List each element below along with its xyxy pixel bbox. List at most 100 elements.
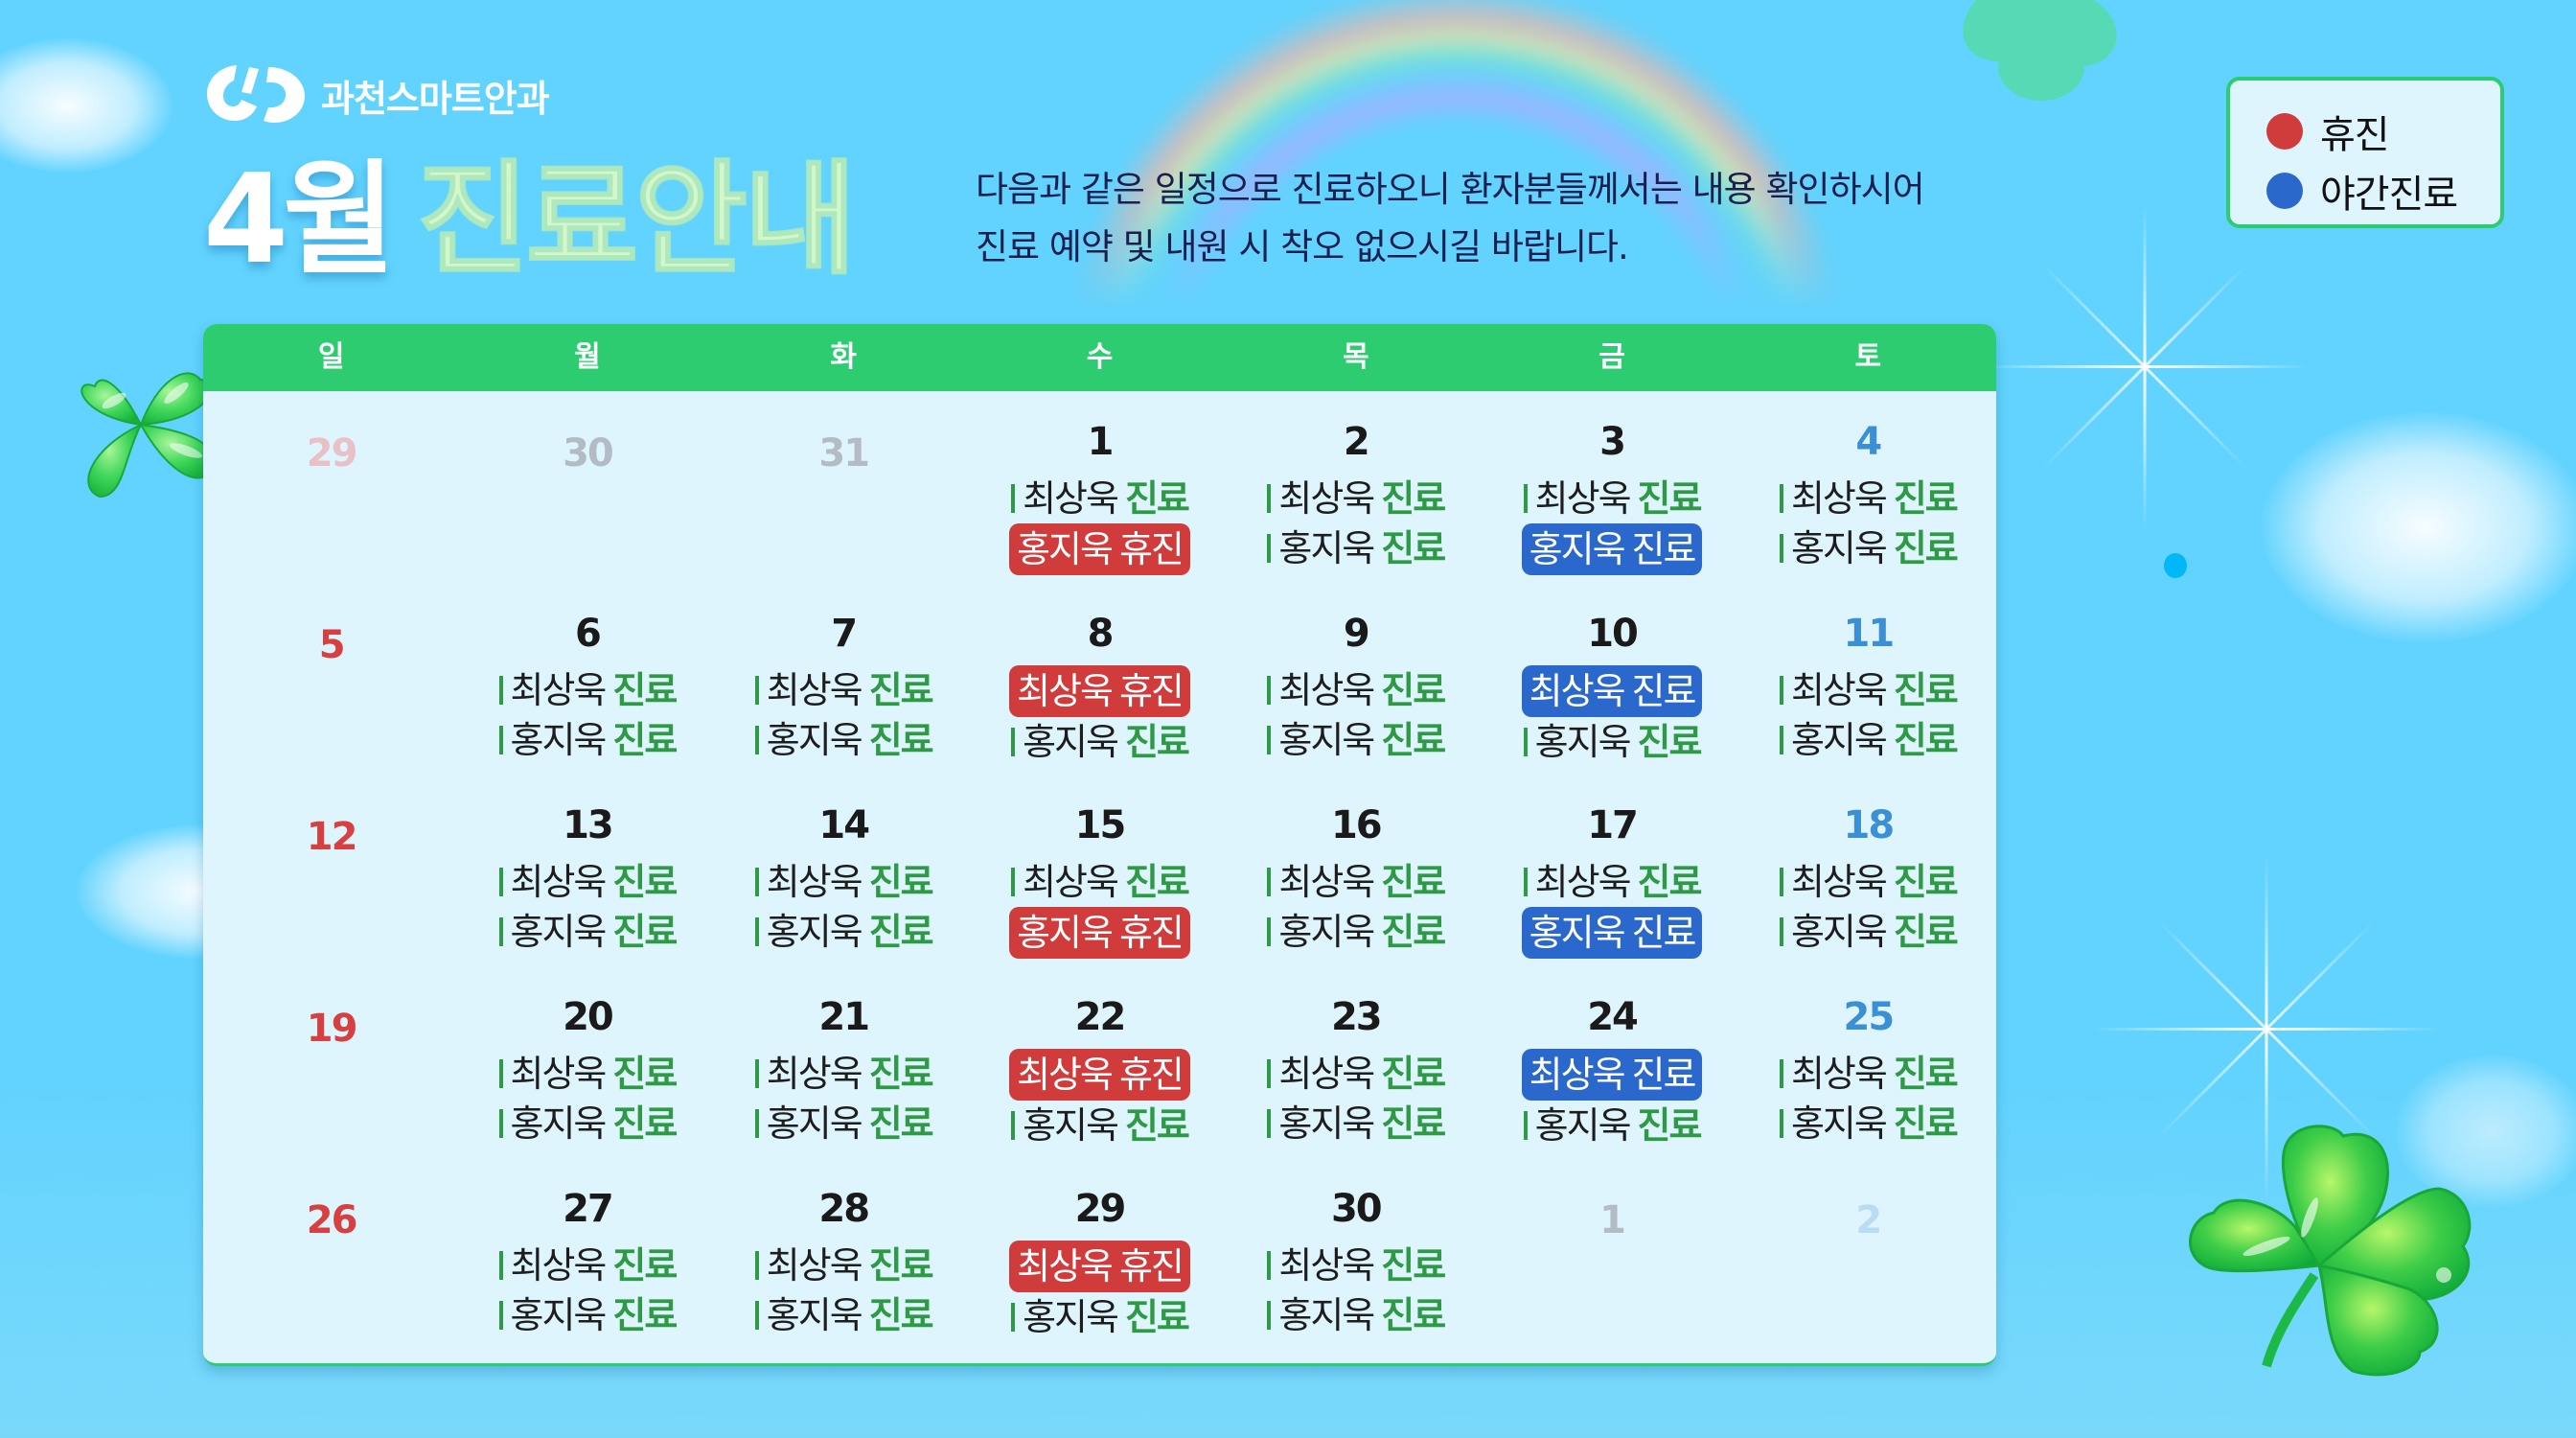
- schedule-list: 최상욱 진료 홍지욱 진료: [459, 1241, 715, 1340]
- schedule-status: 진료: [1631, 670, 1697, 712]
- schedule-entry: 홍지욱 진료: [498, 907, 678, 957]
- closed-badge: 최상욱 휴진: [1009, 1049, 1190, 1101]
- doctor-name: 홍지욱: [510, 911, 608, 953]
- weekday-thu: 목: [1342, 340, 1369, 374]
- schedule-entry: 홍지욱 진료: [1267, 907, 1446, 957]
- weekday-header: 일 월 화 수 목 금 토: [203, 324, 1996, 391]
- doctor-name: 홍지욱: [510, 1294, 608, 1336]
- schedule-list: 최상욱 진료 홍지욱 진료: [1228, 474, 1484, 573]
- schedule-list: 최상욱 진료 홍지욱 진료: [459, 1049, 715, 1148]
- doctor-name: 홍지욱: [766, 1102, 863, 1145]
- schedule-status: 진료: [1381, 527, 1446, 569]
- calendar-day-cell: 3 최상욱 진료 홍지욱 진료: [1484, 391, 1739, 583]
- schedule-status: 진료: [868, 669, 934, 711]
- day-number: 17: [1587, 803, 1639, 847]
- weekday-sat: 토: [1854, 340, 1882, 374]
- closed-badge: 홍지욱 휴진: [1009, 523, 1190, 575]
- notice-description: 다음과 같은 일정으로 진료하오니 환자분들께서는 내용 확인하시어 진료 예약…: [976, 161, 1925, 276]
- calendar-day-cell: 29 최상욱 휴진 홍지욱 진료: [972, 1158, 1228, 1350]
- schedule-entry: 홍지욱 진료: [1523, 717, 1703, 767]
- doctor-name: 홍지욱: [1278, 1102, 1375, 1145]
- schedule-entry: 홍지욱 진료: [1267, 1099, 1446, 1148]
- schedule-list: 최상욱 진료 홍지욱 진료: [1740, 1049, 1996, 1148]
- schedule-status: 진료: [868, 911, 934, 953]
- clinic-logo-icon: [207, 65, 305, 123]
- three-leaf-clover-icon: [2189, 1125, 2472, 1377]
- schedule-status: 진료: [1893, 1053, 1959, 1095]
- schedule-status: 진료: [612, 1244, 678, 1287]
- entry-bar-marker: [1267, 726, 1272, 754]
- entry-bar-marker: [1267, 917, 1272, 946]
- doctor-name: 홍지욱: [766, 1294, 863, 1336]
- doctor-name: 홍지욱: [766, 719, 863, 761]
- entry-bar-marker: [754, 1059, 759, 1088]
- schedule-status: 진료: [1637, 477, 1703, 520]
- schedule-status: 진료: [1893, 669, 1959, 711]
- doctor-name: 홍지욱: [766, 911, 863, 953]
- day-number: 23: [1330, 995, 1383, 1039]
- doctor-name: 홍지욱: [1017, 912, 1114, 954]
- title-month: 4월: [203, 148, 396, 291]
- schedule-entry: 홍지욱 진료: [1779, 1099, 1959, 1148]
- day-number: 1: [1599, 1198, 1626, 1242]
- schedule-status: 진료: [868, 1053, 934, 1095]
- schedule-entry: 최상욱 진료: [1523, 474, 1703, 523]
- schedule-status: 진료: [612, 861, 678, 903]
- schedule-status: 진료: [1893, 911, 1959, 953]
- schedule-status: 진료: [868, 861, 934, 903]
- doctor-name: 최상욱: [1017, 1245, 1114, 1287]
- doctor-name: 최상욱: [1534, 477, 1632, 520]
- schedule-entry: 홍지욱 진료: [754, 907, 934, 957]
- schedule-entry: 홍지욱 진료: [1011, 717, 1190, 767]
- entry-bar-marker: [498, 676, 503, 705]
- entry-bar-marker: [498, 1301, 503, 1330]
- entry-bar-marker: [1011, 1303, 1016, 1332]
- doctor-name: 최상욱: [1278, 861, 1375, 903]
- schedule-status: 진료: [1124, 1296, 1190, 1338]
- doctor-name: 홍지욱: [510, 1102, 608, 1145]
- calendar-day-cell: 24 최상욱 진료 홍지욱 진료: [1484, 966, 1739, 1158]
- calendar: 일 월 화 수 목 금 토 29 30 31 1 최상욱 진료 홍지욱 휴진 2 최상욱 진료 홍지욱…: [203, 324, 1996, 1366]
- entry-bar-marker: [1267, 1059, 1272, 1088]
- entry-bar-marker: [1011, 868, 1016, 896]
- notice-line-1: 다음과 같은 일정으로 진료하오니 환자분들께서는 내용 확인하시어: [976, 169, 1925, 210]
- schedule-entry: 홍지욱 진료: [754, 715, 934, 765]
- schedule-status: 진료: [1637, 1104, 1703, 1147]
- schedule-entry: 최상욱 진료: [1267, 665, 1446, 715]
- entry-bar-marker: [1779, 868, 1783, 896]
- schedule-list: 최상욱 진료 홍지욱 진료: [1228, 1241, 1484, 1340]
- schedule-list: 최상욱 진료 홍지욱 휴진: [972, 474, 1228, 575]
- day-number: 24: [1587, 995, 1639, 1039]
- legend-item-night: 야간진료: [2266, 161, 2500, 220]
- doctor-name: 최상욱: [1529, 1054, 1626, 1096]
- doctor-name: 홍지욱: [1017, 528, 1114, 570]
- schedule-entry: 최상욱 진료: [1267, 474, 1446, 523]
- schedule-status: 진료: [1381, 1053, 1446, 1095]
- day-number: 16: [1330, 803, 1383, 847]
- doctor-name: 홍지욱: [1278, 911, 1375, 953]
- doctor-name: 최상욱: [766, 1053, 863, 1095]
- schedule-entry: 최상욱 진료: [1011, 474, 1190, 523]
- schedule-status: 진료: [1893, 477, 1959, 520]
- schedule-list: 최상욱 진료 홍지욱 진료: [1484, 1049, 1739, 1150]
- calendar-day-cell: 1 최상욱 진료 홍지욱 휴진: [972, 391, 1228, 583]
- day-number: 12: [306, 815, 358, 859]
- doctor-name: 최상욱: [766, 669, 863, 711]
- schedule-status: 진료: [868, 1244, 934, 1287]
- calendar-day-cell: 30: [459, 391, 715, 583]
- doctor-name: 홍지욱: [1534, 721, 1632, 763]
- four-leaf-clover-icon: [80, 372, 217, 499]
- entry-bar-marker: [1779, 917, 1783, 946]
- day-number: 10: [1587, 612, 1639, 656]
- calendar-day-cell: 15 최상욱 진료 홍지욱 휴진: [972, 775, 1228, 966]
- entry-bar-marker: [1267, 484, 1272, 513]
- day-number: 25: [1843, 995, 1896, 1039]
- day-number: 31: [818, 431, 870, 475]
- schedule-entry: 최상욱 진료: [754, 665, 934, 715]
- clover-icon: [1963, 0, 2117, 101]
- schedule-entry: 최상욱 진료: [754, 1241, 934, 1290]
- schedule-status: 진료: [1637, 721, 1703, 763]
- schedule-entry: 홍지욱 진료: [1779, 523, 1959, 573]
- night-clinic-badge: 홍지욱 진료: [1521, 523, 1703, 575]
- schedule-status: 진료: [612, 1053, 678, 1095]
